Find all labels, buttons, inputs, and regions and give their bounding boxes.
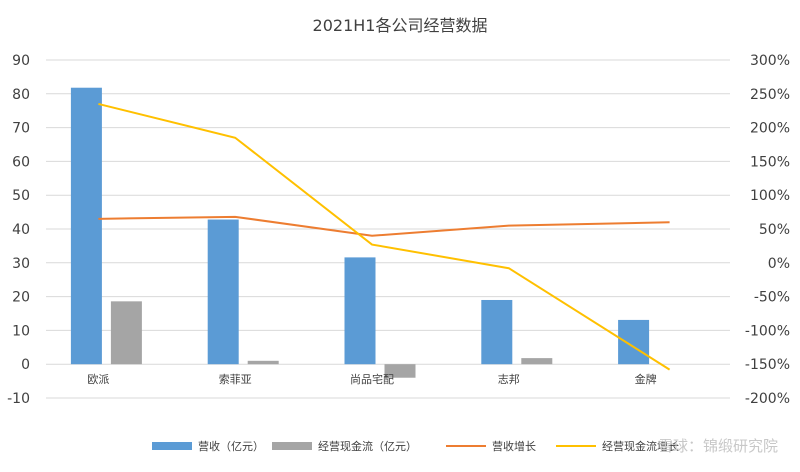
left-tick-label: -10 <box>7 391 30 407</box>
category-label: 金牌 <box>635 372 657 386</box>
legend-label: 经营现金流增长 <box>602 439 679 453</box>
left-tick-label: 50 <box>12 188 30 204</box>
bar-revenue <box>207 219 239 365</box>
category-label: 索菲亚 <box>219 372 252 386</box>
left-tick-label: 40 <box>12 222 30 238</box>
bar-revenue <box>618 319 650 365</box>
right-tick-label: 0% <box>768 256 790 272</box>
left-tick-label: 70 <box>12 121 30 137</box>
right-tick-label: 150% <box>750 154 790 170</box>
left-tick-label: 60 <box>12 154 30 170</box>
right-axis: -200% -150% -100% -50% 0% 50% 100% 150% 200% 250%… <box>745 53 790 407</box>
legend-swatch <box>152 442 192 450</box>
right-tick-label: 200% <box>750 121 790 137</box>
right-tick-label: 100% <box>750 188 790 204</box>
right-tick-label: -100% <box>745 323 790 339</box>
legend-label: 营收增长 <box>492 439 536 453</box>
right-tick-label: -200% <box>745 391 790 407</box>
left-tick-label: 90 <box>12 53 30 69</box>
bar-revenue <box>481 299 513 365</box>
bar-revenue <box>70 87 102 365</box>
category-label: 志邦 <box>498 373 520 386</box>
bar-cashflow <box>384 364 416 378</box>
line-revenue-growth <box>98 215 670 237</box>
legend: 营收（亿元） 经营现金流（亿元） 营收增长 经营现金流增长 <box>152 439 679 453</box>
category-label: 欧派 <box>87 373 109 386</box>
right-tick-label: 50% <box>759 222 790 238</box>
left-axis: -10 0 10 20 30 40 50 60 70 80 90 <box>7 53 30 407</box>
bar-cashflow <box>247 360 279 365</box>
watermark: 雪球：锦缎研究院 <box>658 437 778 455</box>
bar-cashflow <box>521 358 553 365</box>
bar-revenue <box>344 257 376 365</box>
legend-label: 营收（亿元） <box>198 439 264 453</box>
legend-label: 经营现金流（亿元） <box>318 439 417 453</box>
right-tick-label: -150% <box>745 357 790 373</box>
bar-series <box>70 87 650 378</box>
gridlines <box>46 59 730 399</box>
legend-swatch <box>272 442 312 450</box>
right-tick-label: 300% <box>750 53 790 69</box>
left-tick-label: 20 <box>12 290 30 306</box>
right-tick-label: 250% <box>750 87 790 103</box>
left-tick-label: 10 <box>12 323 30 339</box>
chart-title: 2021H1各公司经营数据 <box>313 16 488 35</box>
left-tick-label: 0 <box>21 357 30 373</box>
left-tick-label: 30 <box>12 256 30 272</box>
left-tick-label: 80 <box>12 87 30 103</box>
category-label: 尚品宅配 <box>350 372 394 386</box>
line-series <box>98 102 671 371</box>
line-cashflow-growth <box>98 102 671 371</box>
category-axis: 欧派 索菲亚 尚品宅配 志邦 金牌 <box>87 372 656 386</box>
right-tick-label: -50% <box>754 290 790 306</box>
bar-cashflow <box>110 301 142 365</box>
